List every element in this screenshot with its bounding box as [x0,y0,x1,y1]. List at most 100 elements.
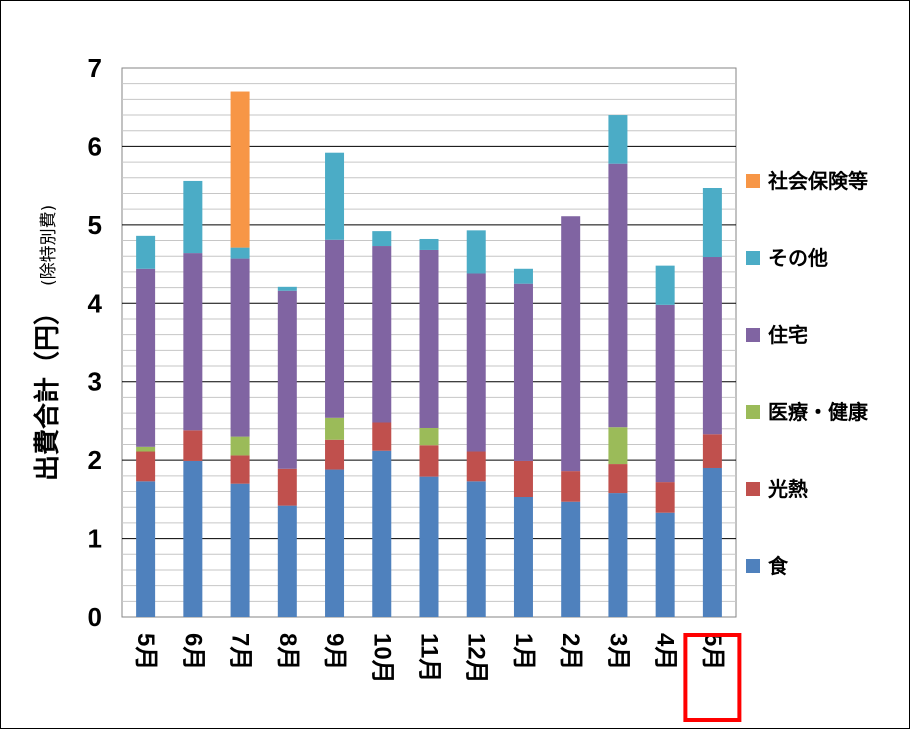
bar-segment [183,253,203,431]
x-tick-label: 11月 [416,633,443,682]
legend-label: 社会保険等 [767,169,868,193]
bar-segment [277,505,297,617]
bar-segment [136,451,156,482]
bar-segment [655,512,675,617]
bar-segment [325,417,345,440]
legend-swatch [746,328,760,342]
legend-label: 医療・健康 [768,400,869,424]
bar-segment [466,481,486,617]
x-tick-label: 1月 [510,633,537,670]
bar-segment [702,187,722,258]
bar-segment [608,493,628,617]
bar-segment [466,230,486,274]
x-tick-label: 5月 [699,633,726,670]
bar-segment [183,430,203,461]
bar-segment [513,283,533,461]
bar-segment [325,239,345,418]
y-tick-label: 2 [88,445,102,475]
bar-segment [277,290,297,469]
bar-segment [608,115,628,164]
x-tick-label: 8月 [274,633,301,670]
x-tick-label: 5月 [132,633,159,670]
bar-segment [608,427,628,465]
x-tick-label: 7月 [227,633,254,670]
bar-segment [230,436,250,456]
bar-segment [136,268,156,447]
y-tick-label: 4 [88,288,103,318]
y-tick-labels: 0 1 2 3 4 5 6 7 [88,53,103,632]
bar-segment [230,455,250,484]
bar-segment [277,286,297,291]
bar-segment [561,471,581,502]
legend-label: その他 [768,246,828,270]
bar-segment [230,258,250,437]
bar-segment [419,476,439,617]
y-tick-label: 7 [88,53,102,83]
x-tick-label: 10月 [368,633,395,684]
bar-segment [702,467,722,617]
bar-segment [325,439,345,470]
x-tick-labels: 5月 6月 7月 8月 9月 10月 11月 12月 1月 2月 3月 4月 5月 [132,633,726,684]
bar-segment [325,469,345,617]
bar-segment [136,446,156,452]
bar-segment [372,231,392,247]
y-tick-label: 0 [88,602,102,632]
bar-segment [513,497,533,617]
x-tick-label: 3月 [604,633,631,670]
bar-segment [325,152,345,240]
bar-segment [372,422,392,451]
x-tick-label: 2月 [557,633,584,670]
bar-segment [466,273,486,452]
x-tick-label: 12月 [463,633,490,684]
bar-segment [230,483,250,617]
y-tick-label: 1 [88,524,102,554]
bar-segment [419,238,439,250]
y-axis-title: 出費合計（円） [32,299,63,481]
legend-swatch [746,559,760,573]
bar-segment [702,434,722,468]
bar-segment [655,304,675,483]
x-tick-label: 6月 [179,633,206,670]
bar-segment [608,163,628,428]
y-tick-label: 3 [88,367,102,397]
bar-segment [136,235,156,269]
y-axis-subtitle: (除特別費) [39,205,59,286]
legend-swatch [746,482,760,496]
bar-segment [183,180,203,254]
bar-segment [183,460,203,617]
legend-swatch [746,174,760,188]
x-tick-label: 4月 [652,633,679,670]
bar-segment [655,265,675,305]
bar-segment [466,451,486,482]
legend-label: 光熱 [767,477,808,501]
legend-label: 食 [768,554,789,578]
legend-swatch [746,251,760,265]
bar-segment [561,216,581,472]
bar-segment [419,249,439,428]
bars [136,91,722,617]
bar-segment [136,481,156,617]
bar-segment [513,460,533,498]
bar-segment [561,501,581,617]
legend-label: 住宅 [768,323,808,347]
bar-segment [702,257,722,435]
bar-segment [419,427,439,446]
y-tick-label: 6 [88,131,102,161]
y-axis-label: 出費合計（円） (除特別費) [32,205,63,481]
bar-segment [372,450,392,617]
bar-segment [230,91,250,248]
bar-segment [419,445,439,477]
bar-segment [655,482,675,513]
x-tick-label: 9月 [321,633,348,670]
bar-segment [230,247,250,259]
bar-segment [372,246,392,423]
legend-swatch [746,405,760,419]
bar-segment [277,468,297,506]
highlight-box [683,633,742,722]
y-tick-label: 5 [88,210,102,240]
bar-segment [513,268,533,284]
bar-segment [608,464,628,494]
